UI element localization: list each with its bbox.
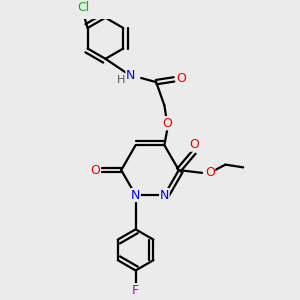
Text: O: O — [205, 167, 215, 179]
Text: O: O — [90, 164, 100, 177]
Text: O: O — [177, 71, 187, 85]
Text: N: N — [131, 189, 140, 202]
Text: O: O — [162, 117, 172, 130]
Text: Cl: Cl — [77, 1, 90, 14]
Text: N: N — [126, 69, 135, 82]
Text: H: H — [117, 75, 125, 85]
Text: N: N — [160, 189, 169, 202]
Text: F: F — [132, 284, 139, 297]
Text: O: O — [189, 138, 199, 151]
